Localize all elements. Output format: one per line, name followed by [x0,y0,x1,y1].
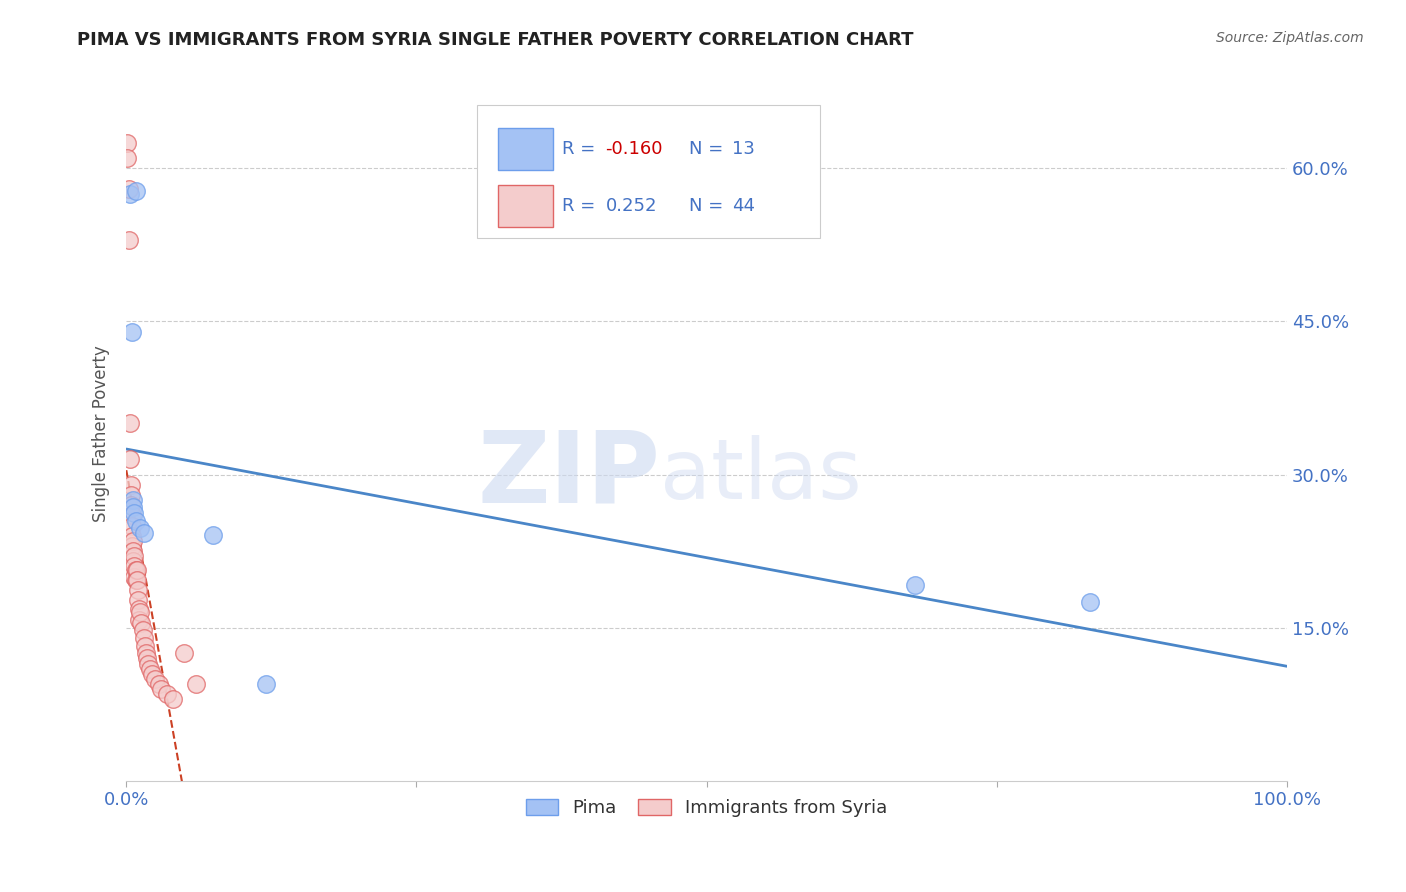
Point [184,677,207,691]
Text: N =: N = [689,197,730,215]
Point [162,692,184,706]
Point [134,639,156,653]
Point [150,681,173,696]
Text: 13: 13 [733,140,755,158]
Point [122,544,145,558]
Point [138,662,160,676]
Point [118,417,141,431]
Point [156,687,179,701]
Point [136,651,159,665]
Point [124,184,146,198]
Legend: Pima, Immigrants from Syria: Pima, Immigrants from Syria [519,791,894,824]
Point [127,582,149,597]
Y-axis label: Single Father Poverty: Single Father Poverty [93,345,110,522]
FancyBboxPatch shape [477,105,820,238]
Point [120,488,142,502]
Text: 0.252: 0.252 [606,197,657,215]
Point [124,514,146,528]
Point [132,631,155,645]
Text: 44: 44 [733,197,755,215]
Point [122,533,145,548]
FancyBboxPatch shape [498,128,554,170]
Text: Source: ZipAtlas.com: Source: ZipAtlas.com [1216,31,1364,45]
Point [131,623,153,637]
Point [132,525,155,540]
Point [124,570,146,584]
Point [117,136,139,150]
Point [135,646,157,660]
Point [117,151,139,165]
Point [122,554,145,568]
Text: N =: N = [689,140,730,158]
FancyBboxPatch shape [498,185,554,227]
Point [121,325,143,339]
Point [117,181,139,195]
Point [129,521,152,535]
Point [143,672,166,686]
Point [121,518,143,533]
Point [1078,595,1101,609]
Point [120,498,142,512]
Point [125,573,148,587]
Point [122,500,145,515]
Point [131,615,153,630]
Point [121,539,143,553]
Point [254,677,277,691]
Point [173,646,195,660]
Point [124,507,146,521]
Point [904,578,927,592]
Text: -0.160: -0.160 [606,140,664,158]
Point [121,508,143,523]
Point [127,593,149,607]
Point [128,602,150,616]
Point [125,562,148,576]
Text: R =: R = [561,140,600,158]
Text: atlas: atlas [661,435,862,516]
Point [121,529,143,543]
Point [124,562,146,576]
Point [141,666,163,681]
Point [129,606,152,620]
Point [138,657,160,671]
Text: PIMA VS IMMIGRANTS FROM SYRIA SINGLE FATHER POVERTY CORRELATION CHART: PIMA VS IMMIGRANTS FROM SYRIA SINGLE FAT… [77,31,914,49]
Point [202,528,225,542]
Point [117,233,139,247]
Point [124,549,146,564]
Point [120,477,142,491]
Text: ZIP: ZIP [477,427,661,524]
Point [128,613,150,627]
Point [118,452,141,467]
Text: R =: R = [561,197,600,215]
Point [118,186,141,201]
Point [124,559,146,574]
Point [148,677,170,691]
Point [122,493,145,508]
Point [124,573,146,587]
